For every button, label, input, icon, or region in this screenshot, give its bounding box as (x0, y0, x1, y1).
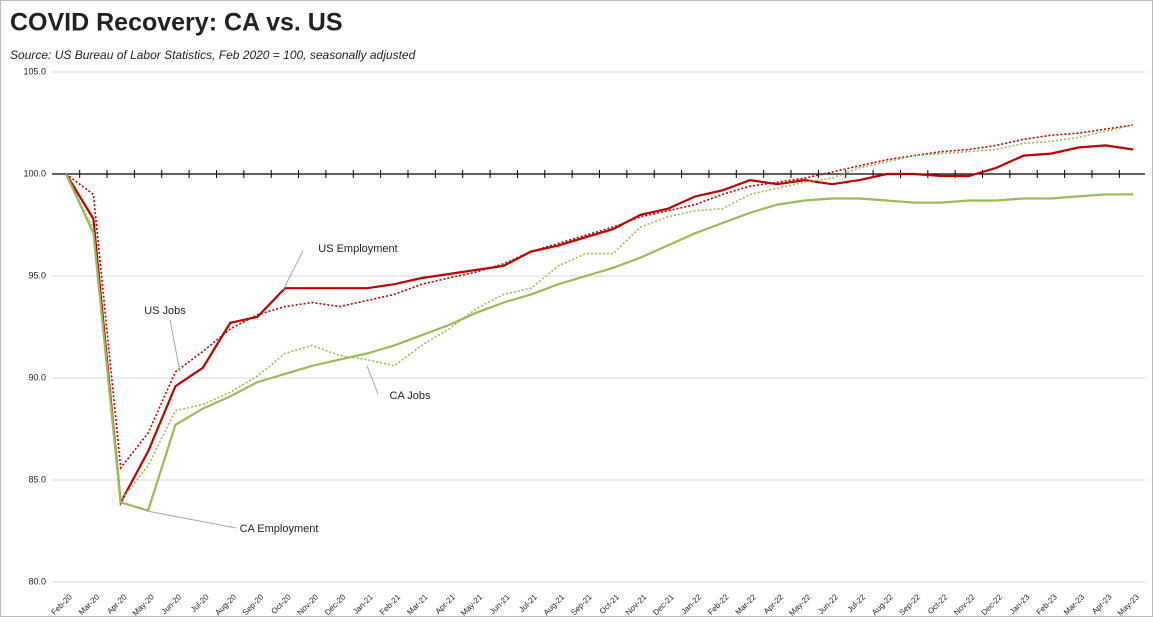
y-tick-label: 80.0 (28, 576, 46, 586)
annotation-label: US Jobs (144, 305, 186, 317)
annotation-leader (146, 510, 237, 529)
series-line (65, 124, 1134, 470)
series-line (65, 124, 1134, 503)
y-tick-label: 85.0 (28, 474, 46, 484)
y-tick-label: 100.0 (23, 168, 46, 178)
y-tick-label: 95.0 (28, 270, 46, 280)
annotation-label: CA Employment (240, 523, 319, 535)
y-tick-label: 105.0 (23, 66, 46, 76)
annotation-leader (169, 319, 181, 373)
annotation-leader (282, 250, 304, 291)
series-line (65, 144, 1134, 507)
y-tick-label: 90.0 (28, 372, 46, 382)
annotation-leader (366, 365, 379, 395)
series-line (65, 173, 1133, 512)
chart-subtitle: Source: US Bureau of Labor Statistics, F… (10, 48, 416, 62)
annotation-label: US Employment (318, 243, 397, 255)
chart-title: COVID Recovery: CA vs. US (10, 9, 343, 37)
annotation-label: CA Jobs (390, 390, 431, 402)
